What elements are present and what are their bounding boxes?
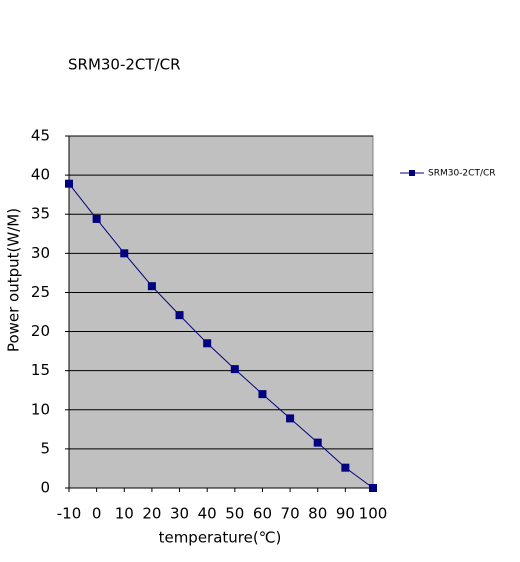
y-tick-label: 20: [31, 322, 50, 340]
y-tick-label: 0: [40, 479, 50, 497]
y-tick-label: 30: [31, 244, 50, 262]
point: [286, 414, 295, 423]
point: [341, 463, 350, 472]
series-line: [68, 183, 374, 489]
x-tick-label: 40: [198, 505, 217, 523]
y-tick-label: 40: [31, 166, 50, 184]
x-tick-label: 80: [308, 505, 327, 523]
x-tick-label: 50: [225, 505, 244, 523]
point: [313, 438, 322, 447]
point: [175, 311, 184, 320]
y-tick-label: 45: [31, 127, 50, 145]
point: [120, 249, 129, 258]
y-tick-label: 10: [31, 400, 50, 418]
x-tick-label: 30: [170, 505, 189, 523]
y-axis-label: Power output(W/M): [5, 208, 23, 352]
point: [258, 390, 267, 399]
x-tick-label: 60: [253, 505, 272, 523]
x-tick-label: 20: [142, 505, 161, 523]
x-tick-label: 10: [115, 505, 134, 523]
x-tick-label: 90: [336, 505, 355, 523]
x-tick-label: 100: [359, 505, 388, 523]
point: [92, 214, 101, 223]
x-tick-label: 70: [281, 505, 300, 523]
point: [230, 365, 239, 374]
y-tick-label: 35: [31, 205, 50, 223]
plot-area: [68, 135, 374, 489]
y-tick-label: 5: [40, 439, 50, 457]
point: [203, 339, 212, 348]
x-tick-label: -10: [57, 505, 82, 523]
y-tick-label: 15: [31, 361, 50, 379]
point: [65, 179, 73, 188]
point: [369, 484, 377, 492]
y-tick-label: 25: [31, 283, 50, 301]
legend-label: SRM30-2CT/CR: [428, 169, 496, 179]
x-tick-label: 0: [92, 505, 102, 523]
point: [147, 282, 156, 291]
chart-title: SRM30-2CT/CR: [68, 56, 181, 74]
legend-marker: [409, 170, 415, 176]
x-axis-label: temperature(℃): [159, 529, 282, 547]
